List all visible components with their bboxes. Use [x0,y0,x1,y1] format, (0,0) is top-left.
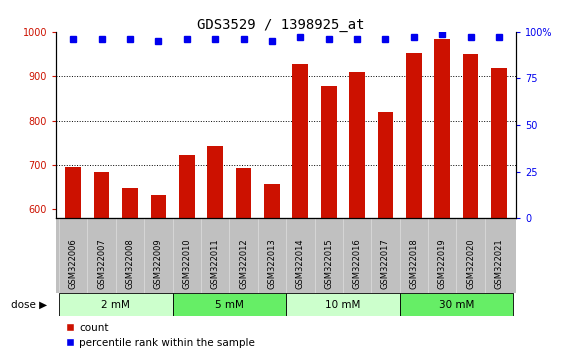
Text: GSM322008: GSM322008 [126,238,135,289]
Bar [491,68,507,218]
Text: GSM322018: GSM322018 [410,238,419,289]
Text: dose ▶: dose ▶ [11,299,47,310]
Text: GSM322012: GSM322012 [239,238,248,289]
Text: GSM322009: GSM322009 [154,238,163,289]
Bar [59,293,173,316]
Text: 2 mM: 2 mM [102,299,130,310]
Text: 5 mM: 5 mM [215,299,244,310]
Text: GSM322020: GSM322020 [466,238,475,289]
Text: 30 mM: 30 mM [439,299,474,310]
Text: GSM322017: GSM322017 [381,238,390,289]
Bar [236,168,251,218]
Bar [286,293,399,316]
Bar [292,64,308,218]
Bar [463,54,479,218]
Text: GSM322015: GSM322015 [324,238,333,289]
Text: GSM322021: GSM322021 [495,238,504,289]
Bar [378,112,393,218]
Bar [65,167,81,218]
Text: GDS3529 / 1398925_at: GDS3529 / 1398925_at [197,18,364,32]
Bar [150,195,166,218]
Text: GSM322010: GSM322010 [182,238,191,289]
Bar [94,172,109,218]
Bar [179,155,195,218]
Text: GSM322007: GSM322007 [97,238,106,289]
Bar [122,188,138,218]
Text: GSM322016: GSM322016 [353,238,362,289]
Text: GSM322013: GSM322013 [268,238,277,289]
Text: GSM322014: GSM322014 [296,238,305,289]
Text: 10 mM: 10 mM [325,299,361,310]
Text: GSM322006: GSM322006 [68,238,77,289]
Bar [173,293,286,316]
Legend: count, percentile rank within the sample: count, percentile rank within the sample [61,319,259,352]
Bar [434,39,450,218]
Text: GSM322011: GSM322011 [210,238,219,289]
Bar [350,72,365,218]
Bar [264,184,280,218]
Bar [208,146,223,218]
Text: GSM322019: GSM322019 [438,238,447,289]
Bar [406,53,422,218]
Bar [321,86,337,218]
Bar [399,293,513,316]
